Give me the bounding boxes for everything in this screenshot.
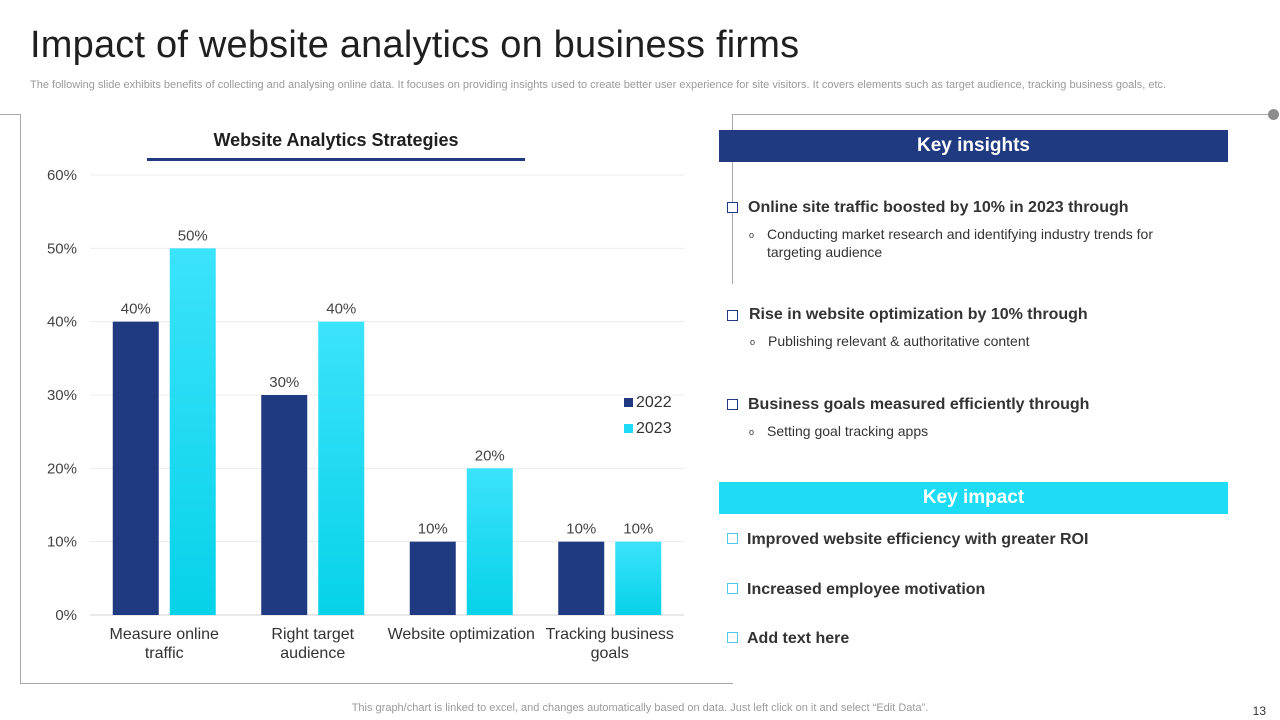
chart-title: Website Analytics Strategies: [213, 130, 459, 150]
checkbox-icon: [727, 583, 738, 594]
insight-title: Rise in website optimization by 10% thro…: [749, 306, 1088, 323]
data-label: 10%: [566, 521, 596, 538]
divider-line-top: [732, 114, 1273, 115]
legend-swatch: [624, 398, 633, 407]
key-insights-header: Key insights: [719, 130, 1228, 162]
checkbox-icon: [727, 632, 738, 643]
circle-bullet-icon: o: [749, 427, 755, 437]
checkbox-icon: [727, 310, 738, 321]
y-tick-label: 10%: [47, 534, 77, 551]
bar-2023: [318, 321, 365, 615]
connector-dot: [1268, 109, 1279, 120]
x-tick-label: Tracking business: [546, 626, 674, 643]
x-tick-label: Measure online: [110, 626, 220, 643]
bar-2023: [615, 541, 662, 615]
bar-2023: [466, 468, 513, 615]
bar-2022: [261, 395, 308, 615]
frame-line: [0, 114, 20, 115]
data-label: 10%: [418, 521, 448, 538]
insight-detail-line: targeting audience: [767, 244, 883, 260]
insight-detail: Setting goal tracking apps: [767, 422, 928, 440]
insight-detail-line: Publishing relevant & authoritative cont…: [768, 333, 1030, 349]
x-tick-label: audience: [280, 645, 345, 662]
x-tick-label: Website optimization: [388, 626, 535, 643]
slide-title: Impact of website analytics on business …: [30, 24, 800, 66]
legend-label: 2022: [636, 394, 672, 411]
x-tick-label: Right target: [271, 626, 354, 643]
insight-detail-line: Conducting market research and identifyi…: [767, 226, 1153, 242]
bar-2022: [112, 321, 159, 615]
chart-title-underline: [147, 158, 525, 161]
chart-frame: [20, 114, 733, 684]
footnote: This graph/chart is linked to excel, and…: [351, 702, 929, 714]
impact-item: Improved website efficiency with greater…: [747, 531, 1089, 548]
divider-line: [732, 114, 733, 284]
page-number: 13: [1252, 704, 1266, 718]
bar-2022: [409, 541, 456, 615]
circle-bullet-icon: o: [750, 337, 756, 347]
insight-title: Online site traffic boosted by 10% in 20…: [748, 199, 1129, 216]
insight-detail-line: Setting goal tracking apps: [767, 423, 929, 439]
data-label: 10%: [623, 521, 653, 538]
data-label: 30%: [269, 374, 299, 391]
y-tick-label: 0%: [55, 607, 77, 624]
insight-detail: Publishing relevant & authoritative cont…: [768, 332, 1030, 350]
legend-swatch: [624, 424, 633, 433]
y-tick-label: 20%: [47, 460, 77, 477]
bar-2022: [558, 541, 605, 615]
insight-title: Business goals measured efficiently thro…: [748, 396, 1090, 413]
data-label: 50%: [178, 227, 208, 244]
y-tick-label: 40%: [47, 314, 77, 331]
x-tick-label: traffic: [145, 645, 184, 662]
legend-label: 2023: [636, 420, 672, 437]
slide-subtitle: The following slide exhibits benefits of…: [30, 79, 1167, 91]
insight-detail: Conducting market research and identifyi…: [767, 225, 1153, 261]
key-impact-header: Key impact: [719, 482, 1228, 514]
circle-bullet-icon: o: [749, 230, 755, 240]
checkbox-icon: [727, 399, 738, 410]
y-tick-label: 60%: [47, 167, 77, 184]
bar-chart: 0% 10% 20% 30% 40% 50% 60% 40% 50% Measure online…: [47, 167, 684, 662]
bar-2023: [169, 248, 216, 616]
y-tick-label: 50%: [47, 240, 77, 257]
impact-item: Add text here: [747, 630, 850, 647]
y-tick-label: 30%: [47, 387, 77, 404]
x-tick-label: goals: [591, 645, 629, 662]
checkbox-icon: [727, 533, 738, 544]
data-label: 40%: [121, 301, 151, 318]
impact-item: Increased employee motivation: [747, 581, 986, 598]
data-label: 20%: [475, 447, 505, 464]
checkbox-icon: [727, 202, 738, 213]
data-label: 40%: [326, 301, 356, 318]
